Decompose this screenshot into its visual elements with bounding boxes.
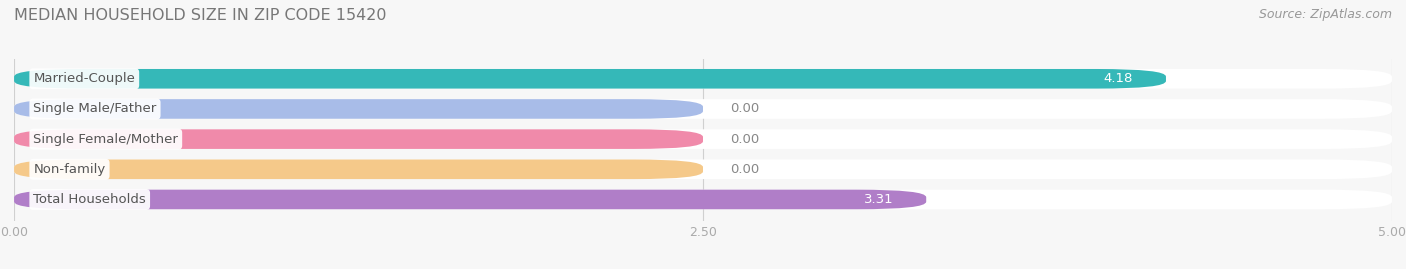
Text: 0.00: 0.00 [731,102,759,115]
Text: Married-Couple: Married-Couple [34,72,135,85]
Text: Non-family: Non-family [34,163,105,176]
Text: Single Female/Mother: Single Female/Mother [34,133,179,146]
Text: MEDIAN HOUSEHOLD SIZE IN ZIP CODE 15420: MEDIAN HOUSEHOLD SIZE IN ZIP CODE 15420 [14,8,387,23]
FancyBboxPatch shape [14,160,703,179]
Text: 0.00: 0.00 [731,163,759,176]
FancyBboxPatch shape [14,99,1392,119]
FancyBboxPatch shape [14,69,1392,89]
Text: 0.00: 0.00 [731,133,759,146]
FancyBboxPatch shape [14,69,1166,89]
FancyBboxPatch shape [14,99,703,119]
Text: Single Male/Father: Single Male/Father [34,102,156,115]
FancyBboxPatch shape [14,190,1392,209]
FancyBboxPatch shape [14,160,1392,179]
Text: 3.31: 3.31 [863,193,893,206]
Text: 4.18: 4.18 [1104,72,1133,85]
FancyBboxPatch shape [14,129,703,149]
Text: Total Households: Total Households [34,193,146,206]
FancyBboxPatch shape [14,129,1392,149]
Text: Source: ZipAtlas.com: Source: ZipAtlas.com [1258,8,1392,21]
FancyBboxPatch shape [14,190,927,209]
